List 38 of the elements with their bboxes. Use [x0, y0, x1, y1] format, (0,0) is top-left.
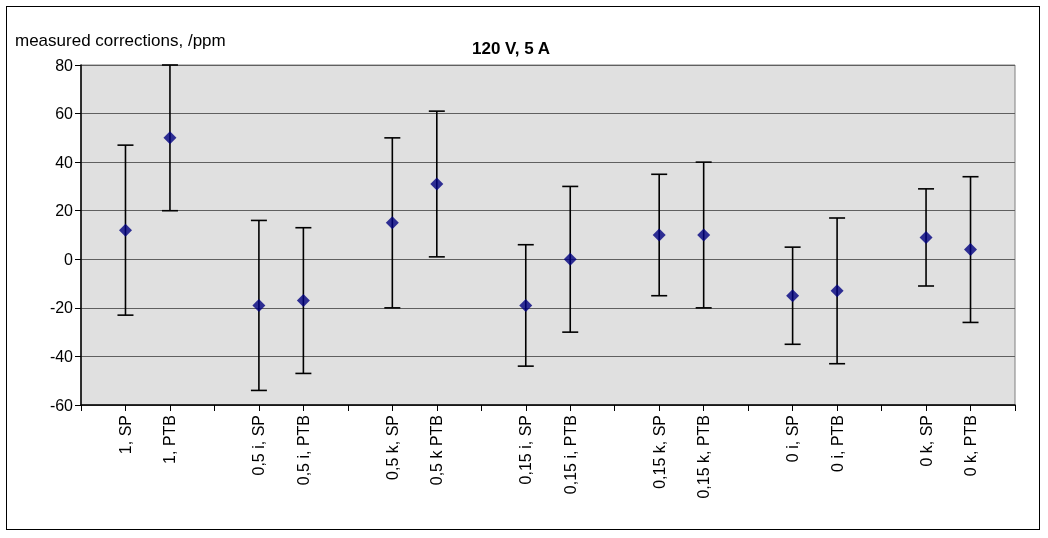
y-tick-label: 0	[64, 250, 74, 268]
x-tick-label: 0,5 k, SP	[383, 415, 401, 480]
point	[786, 289, 800, 303]
point	[652, 228, 666, 242]
point	[385, 216, 399, 230]
x-tick-label: 0,15 i, SP	[517, 415, 535, 485]
point	[296, 294, 310, 308]
point	[697, 228, 711, 242]
x-tick-label: 0 k, PTB	[962, 415, 980, 477]
point	[118, 223, 132, 237]
x-tick-label: 0,5 i, SP	[250, 415, 268, 476]
point	[563, 252, 577, 266]
x-tick-label: 1, PTB	[161, 415, 179, 464]
x-tick-label: 1, SP	[116, 415, 134, 455]
x-tick-label: 0,5 i, PTB	[294, 415, 312, 486]
chart-title: 120 V, 5 A	[472, 39, 551, 58]
x-tick-label: 0,5 k PTB	[428, 415, 446, 486]
y-tick-label: -40	[49, 347, 74, 365]
point	[964, 243, 978, 257]
y-tick-label: -60	[49, 396, 74, 414]
point	[163, 131, 177, 145]
y-tick-label: 40	[55, 153, 74, 171]
x-tick-label: 0,15 k, PTB	[695, 415, 713, 499]
point	[252, 298, 266, 312]
x-tick-label: 0,15 i, PTB	[561, 415, 579, 495]
point	[519, 298, 533, 312]
point	[830, 284, 844, 298]
y-tick-label: -20	[49, 299, 74, 317]
x-tick-label: 0 i, SP	[784, 415, 802, 463]
y-tick-label: 60	[55, 105, 74, 123]
x-tick-label: 0 i, PTB	[828, 415, 846, 472]
y-tick-label: 20	[55, 202, 74, 220]
point	[430, 177, 444, 191]
x-tick-label: 0 k, SP	[917, 415, 935, 467]
x-tick-label: 0,15 k, SP	[650, 415, 668, 489]
y-tick-label: 80	[55, 56, 74, 74]
point	[919, 230, 933, 244]
y-axis-title: measured corrections, /ppm	[15, 31, 226, 50]
